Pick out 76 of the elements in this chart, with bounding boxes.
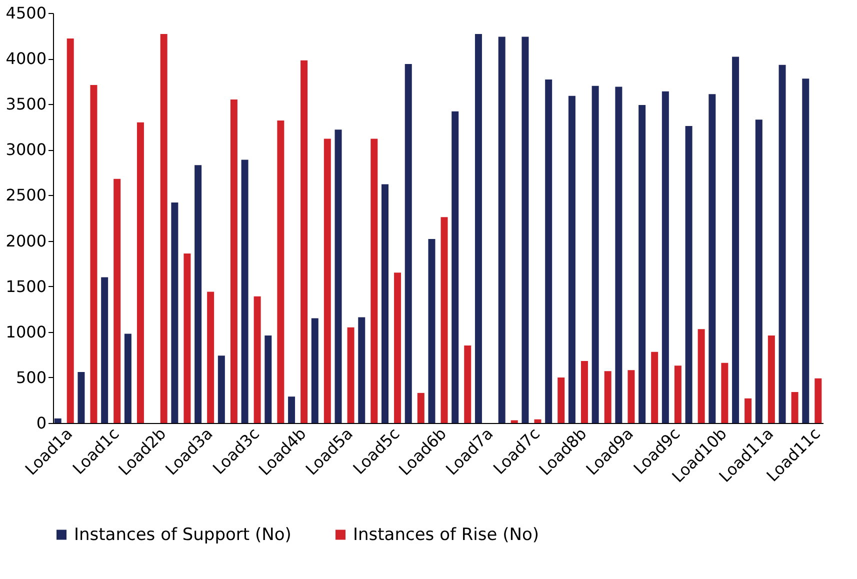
bar	[194, 165, 202, 423]
bar	[124, 334, 132, 423]
bar	[101, 277, 108, 423]
y-tick-label: 2000	[6, 231, 46, 250]
bar	[90, 84, 98, 423]
bar	[428, 238, 436, 423]
y-tick-label: 1500	[6, 276, 46, 296]
bar	[802, 78, 810, 423]
legend-label: Instances of Rise (No)	[353, 524, 539, 545]
bar	[288, 396, 296, 423]
bar	[241, 160, 248, 423]
bar	[207, 292, 214, 423]
bar	[277, 120, 284, 423]
y-tick-label: 4500	[6, 4, 46, 22]
bar	[592, 86, 599, 423]
bar	[708, 94, 716, 423]
bar	[347, 327, 354, 423]
bar	[324, 138, 331, 423]
bar	[522, 36, 529, 423]
bar	[417, 392, 424, 423]
bar	[136, 122, 144, 423]
bar	[721, 362, 728, 423]
bar	[54, 418, 62, 423]
bar	[534, 419, 542, 423]
bar	[394, 272, 402, 423]
bar	[498, 36, 506, 423]
bar	[404, 64, 412, 423]
bar	[744, 398, 752, 423]
bar	[768, 336, 775, 423]
y-tick-label: 1000	[6, 322, 46, 342]
bar	[638, 105, 646, 423]
bar	[568, 96, 576, 423]
bar	[814, 378, 822, 423]
bar	[452, 111, 459, 423]
bar	[778, 64, 786, 423]
bar	[580, 361, 588, 423]
bar	[334, 130, 342, 423]
bar	[311, 318, 318, 423]
bar	[510, 420, 518, 423]
y-tick-label: 500	[16, 368, 46, 387]
bar	[698, 329, 705, 423]
bar	[184, 254, 191, 423]
bar	[628, 370, 635, 423]
bar	[662, 91, 669, 423]
y-tick-label: 4000	[6, 49, 46, 68]
y-tick-label: 0	[36, 414, 46, 432]
bar	[440, 217, 448, 423]
bar	[674, 366, 682, 423]
bar	[791, 392, 798, 423]
y-tick-label: 3500	[6, 94, 46, 114]
bar	[160, 34, 168, 423]
bar	[264, 336, 272, 423]
bar	[685, 126, 692, 423]
bar	[78, 372, 85, 423]
bar	[114, 178, 121, 423]
bar	[545, 80, 552, 423]
bar	[732, 56, 740, 423]
bar	[615, 86, 622, 423]
y-tick-label: 2500	[6, 186, 46, 205]
legend-label: Instances of Support (No)	[74, 524, 292, 545]
bar	[474, 34, 482, 423]
bar	[370, 138, 378, 423]
bar	[651, 352, 658, 423]
bar	[66, 38, 74, 423]
bar	[358, 317, 366, 423]
bar	[300, 60, 308, 423]
bar	[171, 202, 178, 423]
bar	[604, 371, 612, 423]
bar	[755, 120, 762, 423]
y-tick-label: 3000	[6, 140, 46, 160]
bar	[382, 184, 389, 423]
bar	[558, 377, 565, 423]
bar	[230, 100, 238, 423]
bar	[218, 356, 225, 423]
bar	[254, 296, 261, 423]
bar	[464, 346, 472, 423]
